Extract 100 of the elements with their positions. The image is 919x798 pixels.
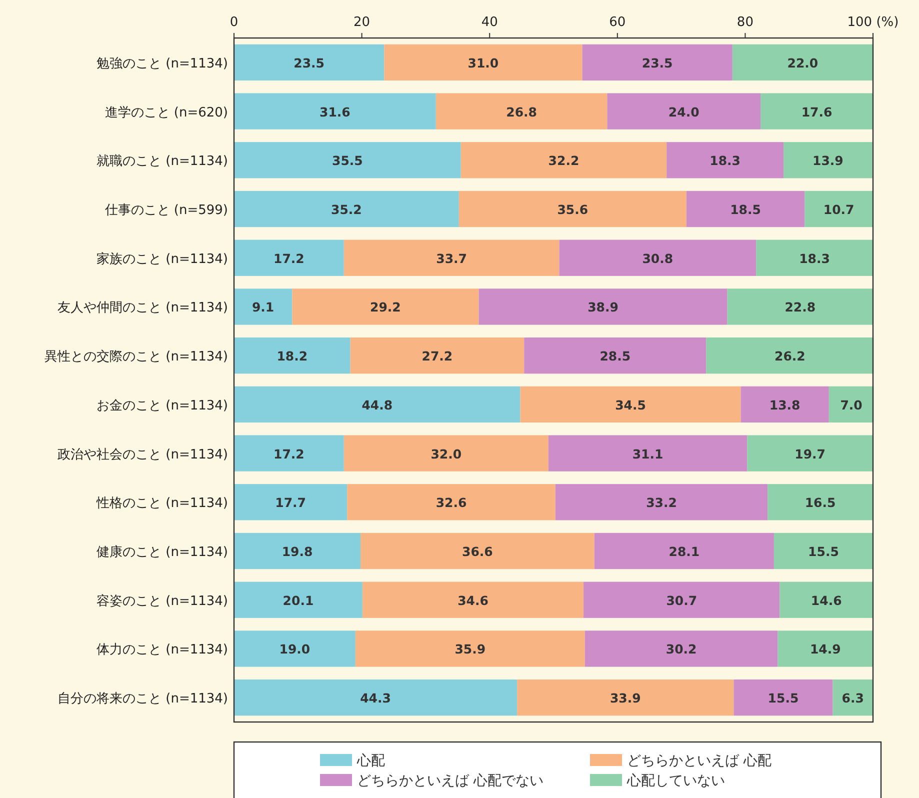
bar: [234, 435, 344, 472]
bar: [732, 44, 873, 81]
bar: [804, 190, 873, 228]
bar: [520, 386, 741, 423]
data-label: 16.5: [804, 495, 836, 510]
data-label: 15.5: [768, 690, 799, 706]
data-label: 32.2: [548, 153, 580, 168]
bar: [355, 630, 585, 667]
data-label: 30.8: [642, 250, 674, 266]
data-label: 19.8: [282, 544, 313, 559]
bar: [774, 532, 873, 570]
data-label: 19.7: [794, 446, 826, 462]
bar: [234, 44, 384, 81]
bar: [292, 288, 479, 325]
bar: [582, 44, 732, 81]
x-tick-label: 0: [230, 15, 238, 30]
bar: [768, 484, 873, 520]
y-tick-label: 仕事のこと (n=599): [104, 203, 228, 218]
data-label: 18.3: [799, 250, 830, 266]
data-label: 13.8: [769, 397, 800, 412]
bar: [607, 93, 761, 130]
data-label: 19.0: [279, 642, 310, 657]
x-tick-label: 60: [609, 15, 626, 30]
data-label: 30.2: [666, 642, 697, 657]
bar: [234, 484, 348, 520]
legend-label: 心配: [356, 753, 385, 769]
legend-label: 心配していない: [626, 773, 725, 789]
data-label: 44.8: [362, 397, 393, 412]
data-label: 31.6: [320, 104, 351, 120]
y-tick-label: 政治や社会のこと (n=1134): [58, 447, 228, 462]
y-tick-label: 進学のこと (n=620): [104, 105, 228, 120]
y-tick-label: 自分の将来のこと (n=1134): [58, 692, 228, 707]
data-label: 35.9: [454, 642, 486, 657]
data-label: 27.2: [422, 348, 453, 364]
legend-label: どちらかといえば 心配: [627, 753, 772, 769]
bar: [234, 679, 518, 716]
bar: [234, 142, 461, 178]
bar: [734, 679, 833, 716]
data-label: 24.0: [668, 104, 700, 120]
data-label: 26.2: [774, 348, 806, 364]
bar: [778, 630, 873, 667]
bar: [458, 190, 686, 228]
data-label: 36.6: [462, 544, 494, 559]
y-tick-label: 体力のこと (n=1134): [96, 642, 228, 658]
data-label: 18.5: [730, 202, 761, 217]
data-label: 22.8: [784, 300, 816, 315]
bar: [686, 190, 805, 228]
bar: [347, 484, 556, 520]
y-tick-label: 家族のこと (n=1134): [96, 250, 228, 267]
data-label: 28.5: [600, 348, 631, 364]
data-label: 9.1: [252, 300, 274, 315]
bar: [517, 679, 734, 716]
bar: [234, 240, 344, 276]
bar: [828, 386, 874, 423]
bar: [460, 142, 667, 178]
data-label: 6.3: [842, 690, 864, 706]
data-label: 33.9: [610, 690, 641, 706]
y-tick-label: 容姿のこと (n=1134): [96, 592, 228, 609]
bar: [548, 435, 748, 472]
bar: [756, 240, 873, 276]
data-label: 17.2: [274, 446, 304, 462]
y-tick-label: 異性との交際のこと (n=1134): [44, 348, 228, 365]
data-label: 32.0: [430, 446, 462, 462]
bar: [584, 630, 778, 667]
data-label: 18.3: [710, 153, 740, 168]
bar: [234, 630, 356, 667]
bar: [832, 679, 873, 716]
data-label: 29.2: [370, 300, 401, 315]
data-label: 20.1: [282, 592, 314, 608]
data-label: 33.2: [646, 495, 677, 510]
data-label: 31.1: [632, 446, 664, 462]
bar: [234, 93, 436, 130]
data-label: 18.2: [276, 348, 308, 364]
bar: [234, 532, 361, 570]
legend-label: どちらかといえば 心配でない: [357, 773, 544, 789]
bar: [362, 582, 584, 618]
bar: [344, 240, 560, 276]
data-label: 33.7: [436, 250, 467, 266]
data-label: 10.7: [823, 202, 854, 217]
bar: [760, 93, 873, 130]
bar: [478, 288, 728, 325]
bar: [524, 337, 706, 374]
data-label: 44.3: [360, 690, 391, 706]
data-label: 17.6: [801, 104, 832, 120]
data-label: 17.7: [275, 495, 306, 510]
data-label: 7.0: [840, 397, 863, 412]
bar: [555, 484, 768, 520]
data-label: 17.2: [274, 250, 304, 266]
data-label: 31.0: [468, 55, 499, 70]
bar: [234, 337, 350, 374]
bar: [780, 582, 873, 618]
x-tick-label: 100 (%): [847, 15, 899, 30]
data-label: 35.6: [557, 202, 588, 217]
data-label: 38.9: [588, 300, 618, 315]
bar: [344, 435, 548, 472]
bar: [234, 582, 362, 618]
data-label: 26.8: [506, 104, 537, 120]
data-label: 34.5: [615, 397, 646, 412]
y-tick-label: 勉強のこと (n=1134): [96, 56, 228, 72]
data-label: 23.5: [642, 55, 673, 70]
